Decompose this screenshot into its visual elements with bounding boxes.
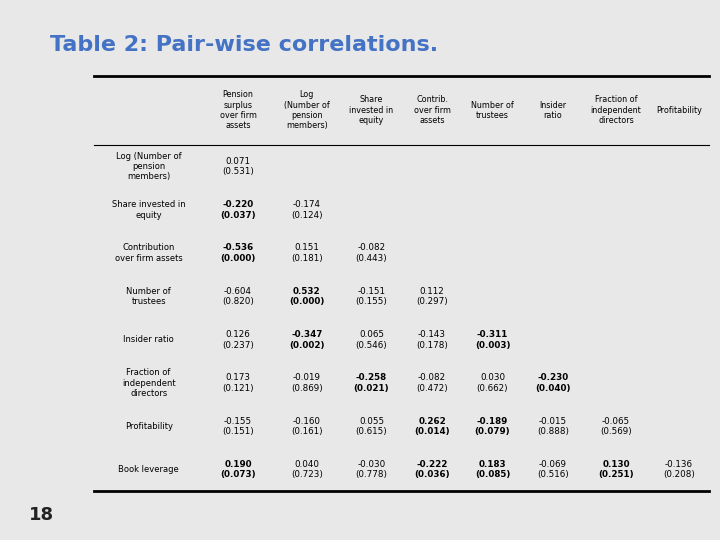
Text: -0.082
(0.472): -0.082 (0.472) xyxy=(416,374,448,393)
Text: -0.222
(0.036): -0.222 (0.036) xyxy=(414,460,450,480)
Text: -0.189
(0.079): -0.189 (0.079) xyxy=(474,417,510,436)
Text: -0.220
(0.037): -0.220 (0.037) xyxy=(220,200,256,220)
Text: -0.258
(0.021): -0.258 (0.021) xyxy=(354,374,390,393)
Text: -0.536
(0.000): -0.536 (0.000) xyxy=(220,244,256,263)
Text: 0.532
(0.000): 0.532 (0.000) xyxy=(289,287,325,306)
Text: -0.151
(0.155): -0.151 (0.155) xyxy=(356,287,387,306)
Text: 0.262
(0.014): 0.262 (0.014) xyxy=(414,417,450,436)
Text: -0.065
(0.569): -0.065 (0.569) xyxy=(600,417,632,436)
Text: 0.065
(0.546): 0.065 (0.546) xyxy=(356,330,387,349)
Text: 18: 18 xyxy=(29,506,54,524)
Text: -0.136
(0.208): -0.136 (0.208) xyxy=(663,460,695,480)
Text: -0.069
(0.516): -0.069 (0.516) xyxy=(537,460,569,480)
Text: Log (Number of
pension
members): Log (Number of pension members) xyxy=(116,152,181,181)
Text: 0.190
(0.073): 0.190 (0.073) xyxy=(220,460,256,480)
Text: 0.071
(0.531): 0.071 (0.531) xyxy=(222,157,254,176)
Text: -0.082
(0.443): -0.082 (0.443) xyxy=(356,244,387,263)
Text: -0.347
(0.002): -0.347 (0.002) xyxy=(289,330,325,349)
Text: Number of
trustees: Number of trustees xyxy=(126,287,171,306)
Text: -0.311
(0.003): -0.311 (0.003) xyxy=(474,330,510,349)
Text: 0.126
(0.237): 0.126 (0.237) xyxy=(222,330,254,349)
Text: Contribution
over firm assets: Contribution over firm assets xyxy=(114,244,182,263)
Text: 0.183
(0.085): 0.183 (0.085) xyxy=(475,460,510,480)
Text: -0.143
(0.178): -0.143 (0.178) xyxy=(416,330,448,349)
Text: Contrib.
over firm
assets: Contrib. over firm assets xyxy=(413,96,451,125)
Text: Pension
surplus
over firm
assets: Pension surplus over firm assets xyxy=(220,90,256,130)
Text: Share
invested in
equity: Share invested in equity xyxy=(349,96,394,125)
Text: 0.040
(0.723): 0.040 (0.723) xyxy=(291,460,323,480)
Text: 0.055
(0.615): 0.055 (0.615) xyxy=(356,417,387,436)
Text: -0.160
(0.161): -0.160 (0.161) xyxy=(291,417,323,436)
Text: -0.604
(0.820): -0.604 (0.820) xyxy=(222,287,254,306)
Text: -0.015
(0.888): -0.015 (0.888) xyxy=(537,417,569,436)
Text: Profitability: Profitability xyxy=(656,106,702,115)
Text: Insider
ratio: Insider ratio xyxy=(539,100,567,120)
Text: -0.030
(0.778): -0.030 (0.778) xyxy=(356,460,387,480)
Text: Share invested in
equity: Share invested in equity xyxy=(112,200,186,220)
Text: -0.230
(0.040): -0.230 (0.040) xyxy=(535,374,571,393)
Text: 0.151
(0.181): 0.151 (0.181) xyxy=(291,244,323,263)
Text: Log
(Number of
pension
members): Log (Number of pension members) xyxy=(284,90,330,130)
Text: Fraction of
independent
directors: Fraction of independent directors xyxy=(122,368,176,398)
Text: Table 2: Pair-wise correlations.: Table 2: Pair-wise correlations. xyxy=(50,35,438,55)
Text: Insider ratio: Insider ratio xyxy=(123,335,174,345)
Text: 0.030
(0.662): 0.030 (0.662) xyxy=(477,374,508,393)
Text: -0.174
(0.124): -0.174 (0.124) xyxy=(291,200,323,220)
Text: Fraction of
independent
directors: Fraction of independent directors xyxy=(590,96,642,125)
Text: Number of
trustees: Number of trustees xyxy=(471,100,514,120)
Text: Profitability: Profitability xyxy=(125,422,173,431)
Text: -0.019
(0.869): -0.019 (0.869) xyxy=(291,374,323,393)
Text: 0.112
(0.297): 0.112 (0.297) xyxy=(416,287,448,306)
Text: 0.130
(0.251): 0.130 (0.251) xyxy=(598,460,634,480)
Text: 0.173
(0.121): 0.173 (0.121) xyxy=(222,374,254,393)
Text: Book leverage: Book leverage xyxy=(118,465,179,474)
Text: -0.155
(0.151): -0.155 (0.151) xyxy=(222,417,254,436)
